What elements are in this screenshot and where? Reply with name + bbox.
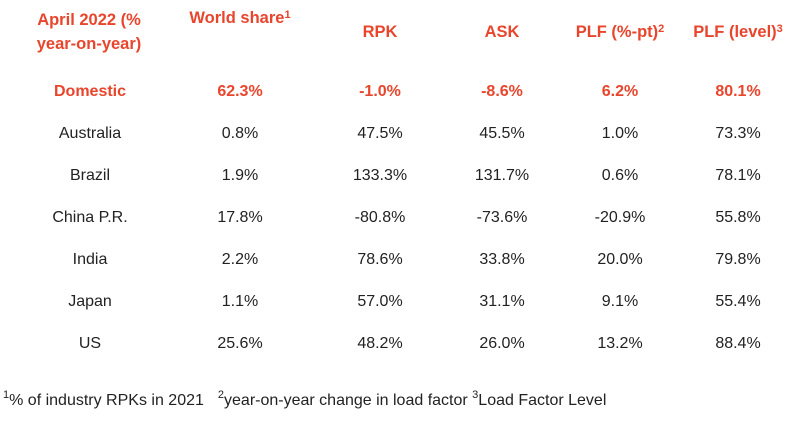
footnotes: 1% of industry RPKs in 2021 2year-on-year… bbox=[3, 389, 607, 410]
cell-world-share: 0.8% bbox=[221, 125, 259, 142]
footnote-1-sup: 1 bbox=[3, 389, 10, 401]
footnote-3-text: Load Factor Level bbox=[478, 392, 607, 409]
cell-plf-level: 79.8% bbox=[715, 251, 761, 268]
cell-market: India bbox=[72, 251, 108, 268]
cell-market: Japan bbox=[68, 293, 112, 310]
header-plf-level-sup: 3 bbox=[776, 23, 783, 35]
cell-rpk: -80.8% bbox=[354, 209, 406, 226]
table-row: India 2.2% 78.6% 33.8% 20.0% 79.8% bbox=[0, 239, 803, 281]
cell-plf-level: 78.1% bbox=[715, 167, 761, 184]
cell-world-share: 1.1% bbox=[221, 293, 259, 310]
header-rpk: RPK bbox=[310, 20, 450, 90]
cell-world-share: 2.2% bbox=[221, 251, 259, 268]
cell-world-share: 62.3% bbox=[217, 83, 263, 100]
cell-world-share: 1.9% bbox=[221, 167, 259, 184]
cell-plf-level: 55.8% bbox=[715, 209, 761, 226]
cell-world-share: 25.6% bbox=[217, 335, 263, 352]
cell-rpk: 78.6% bbox=[357, 251, 403, 268]
footnote-2-text: year-on-year change in load factor bbox=[224, 392, 468, 409]
header-plf-level: PLF (level)3 bbox=[668, 20, 803, 90]
cell-rpk: 47.5% bbox=[357, 125, 403, 142]
cell-market: China P.R. bbox=[52, 209, 128, 226]
cell-ask: 33.8% bbox=[479, 251, 525, 268]
header-period: April 2022 (% year-on-year) bbox=[14, 8, 164, 78]
header-world-share-label: World share bbox=[189, 9, 285, 27]
table-row: Brazil 1.9% 133.3% 131.7% 0.6% 78.1% bbox=[0, 155, 803, 197]
cell-rpk: 48.2% bbox=[357, 335, 403, 352]
table-row: Domestic 62.3% -1.0% -8.6% 6.2% 80.1% bbox=[0, 71, 803, 113]
table-row: Japan 1.1% 57.0% 31.1% 9.1% 55.4% bbox=[0, 281, 803, 323]
header-ask-label: ASK bbox=[484, 23, 520, 41]
cell-market: Australia bbox=[58, 125, 122, 142]
cell-plf-pt: -20.9% bbox=[594, 209, 646, 226]
cell-rpk: 57.0% bbox=[357, 293, 403, 310]
cell-ask: 131.7% bbox=[474, 167, 530, 184]
cell-ask: -73.6% bbox=[476, 209, 528, 226]
cell-plf-pt: 9.1% bbox=[601, 293, 639, 310]
footnote-3-sup: 3 bbox=[472, 389, 479, 401]
cell-plf-pt: 20.0% bbox=[597, 251, 643, 268]
footnote-2-sup: 2 bbox=[217, 389, 225, 401]
cell-market: Brazil bbox=[69, 167, 110, 184]
header-world-share-sup: 1 bbox=[284, 9, 291, 21]
cell-ask: 26.0% bbox=[479, 335, 525, 352]
table-row: China P.R. 17.8% -80.8% -73.6% -20.9% 55… bbox=[0, 197, 803, 239]
cell-plf-pt: 1.0% bbox=[601, 125, 639, 142]
header-rpk-label: RPK bbox=[362, 23, 398, 41]
table-row: US 25.6% 48.2% 26.0% 13.2% 88.4% bbox=[0, 323, 803, 365]
header-plf-pt: PLF (%-pt)2 bbox=[550, 20, 690, 90]
cell-rpk: -1.0% bbox=[359, 83, 401, 100]
cell-world-share: 17.8% bbox=[217, 209, 263, 226]
cell-ask: 45.5% bbox=[479, 125, 525, 142]
cell-plf-pt: 0.6% bbox=[601, 167, 639, 184]
header-world-share: World share1 bbox=[170, 6, 310, 76]
cell-ask: 31.1% bbox=[479, 293, 525, 310]
footnote-1-text: % of industry RPKs in 2021 bbox=[9, 392, 204, 409]
cell-ask: -8.6% bbox=[481, 83, 523, 100]
cell-plf-level: 80.1% bbox=[715, 83, 761, 100]
cell-plf-pt: 13.2% bbox=[597, 335, 643, 352]
header-plf-level-label: PLF (level) bbox=[693, 23, 777, 41]
cell-market: US bbox=[78, 335, 102, 352]
header-ask: ASK bbox=[432, 20, 572, 90]
cell-plf-level: 88.4% bbox=[715, 335, 761, 352]
header-plf-pt-label: PLF (%-pt) bbox=[575, 23, 659, 41]
cell-rpk: 133.3% bbox=[352, 167, 408, 184]
header-period-line2: year-on-year) bbox=[36, 35, 142, 53]
table-row: Australia 0.8% 47.5% 45.5% 1.0% 73.3% bbox=[0, 113, 803, 155]
cell-market: Domestic bbox=[53, 83, 127, 100]
header-period-line1: April 2022 (% bbox=[37, 11, 141, 29]
cell-plf-level: 55.4% bbox=[715, 293, 761, 310]
cell-plf-pt: 6.2% bbox=[601, 83, 639, 100]
cell-plf-level: 73.3% bbox=[715, 125, 761, 142]
header-plf-pt-sup: 2 bbox=[658, 23, 665, 35]
